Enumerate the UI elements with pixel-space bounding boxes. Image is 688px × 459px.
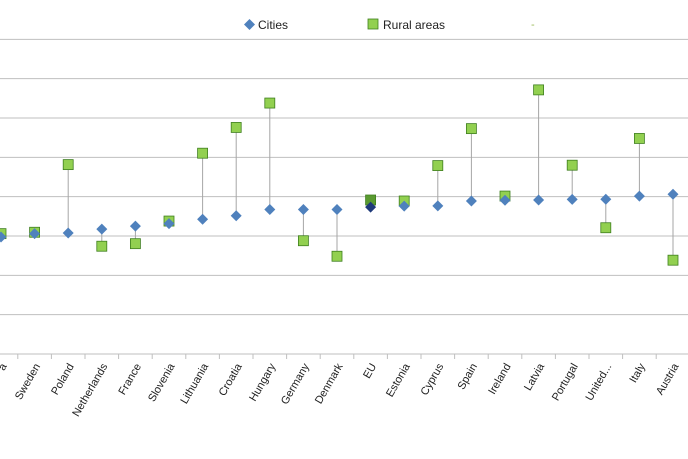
x-tick-label: Hungary bbox=[247, 361, 278, 403]
rural-point bbox=[432, 160, 444, 171]
rural-point bbox=[230, 122, 242, 133]
legend-rural-label: Rural areas bbox=[383, 18, 445, 32]
x-tick-label: Slovenia bbox=[146, 361, 178, 404]
rural-point bbox=[566, 159, 578, 171]
x-tick-label: Portugal bbox=[550, 362, 581, 403]
cities-point bbox=[667, 188, 679, 200]
rural-point bbox=[129, 238, 141, 250]
rural-point bbox=[297, 235, 309, 247]
x-tick-label: United... bbox=[584, 362, 615, 403]
x-tick-label: Poland bbox=[49, 362, 77, 398]
cities-point bbox=[197, 213, 209, 225]
legend-dash-label: - bbox=[531, 19, 535, 31]
x-tick-label: France bbox=[116, 362, 144, 398]
rural-point bbox=[533, 84, 544, 96]
cities-point bbox=[96, 223, 108, 235]
cities-point bbox=[62, 227, 74, 239]
x-tick-label: Netherlands bbox=[70, 361, 110, 419]
legend: Cities Rural areas - bbox=[244, 18, 535, 32]
cities-point bbox=[129, 220, 141, 232]
cities-point bbox=[297, 203, 309, 215]
cities-point bbox=[600, 193, 612, 205]
cities-point bbox=[365, 201, 377, 213]
cities-point bbox=[230, 210, 242, 222]
x-tick-label: Denmark bbox=[313, 361, 346, 406]
x-tick-label: EU bbox=[361, 361, 379, 380]
legend-cities-label: Cities bbox=[258, 18, 288, 32]
x-tick-label: Austria bbox=[654, 361, 682, 397]
connector-lines bbox=[0, 89, 674, 261]
rural-point bbox=[197, 147, 209, 159]
cities-point bbox=[398, 200, 410, 212]
x-tick-label: Germany bbox=[279, 361, 312, 407]
legend-rural-marker bbox=[367, 18, 379, 30]
rural-point bbox=[667, 254, 679, 266]
x-tick-label: Italy bbox=[628, 361, 649, 385]
cities-point bbox=[633, 190, 645, 202]
cities-point bbox=[29, 228, 41, 240]
x-axis bbox=[0, 353, 688, 359]
rural-point bbox=[264, 97, 276, 109]
rural-point bbox=[634, 133, 645, 144]
rural-point bbox=[331, 250, 343, 262]
rural-point bbox=[96, 240, 108, 252]
x-tick-label: Sweden bbox=[13, 362, 43, 402]
cities-point bbox=[533, 194, 545, 206]
cities-point bbox=[432, 200, 444, 212]
rural-point bbox=[465, 123, 477, 135]
cities-point bbox=[566, 193, 578, 205]
cities-point bbox=[331, 203, 343, 215]
x-tick-label: Cyprus bbox=[419, 361, 447, 398]
cities-point bbox=[264, 203, 276, 215]
x-tick-label: Croatia bbox=[217, 361, 246, 398]
cities-point bbox=[0, 231, 7, 243]
x-tick-label: Spain bbox=[456, 362, 480, 392]
x-tick-label: Estonia bbox=[384, 361, 413, 400]
x-tick-label: Lithuania bbox=[178, 361, 211, 406]
x-tick-label: a bbox=[0, 361, 10, 373]
y-gridlines bbox=[0, 38, 688, 316]
cities-point bbox=[499, 194, 511, 206]
cities-point bbox=[465, 195, 477, 207]
x-tick-label: Latvia bbox=[522, 361, 548, 393]
legend-cities-marker bbox=[244, 19, 255, 30]
cities-point bbox=[163, 218, 175, 230]
x-tick-label: Ireland bbox=[486, 362, 513, 397]
rural-point bbox=[62, 159, 74, 171]
rural-point bbox=[600, 222, 612, 234]
data-marks bbox=[0, 84, 679, 266]
